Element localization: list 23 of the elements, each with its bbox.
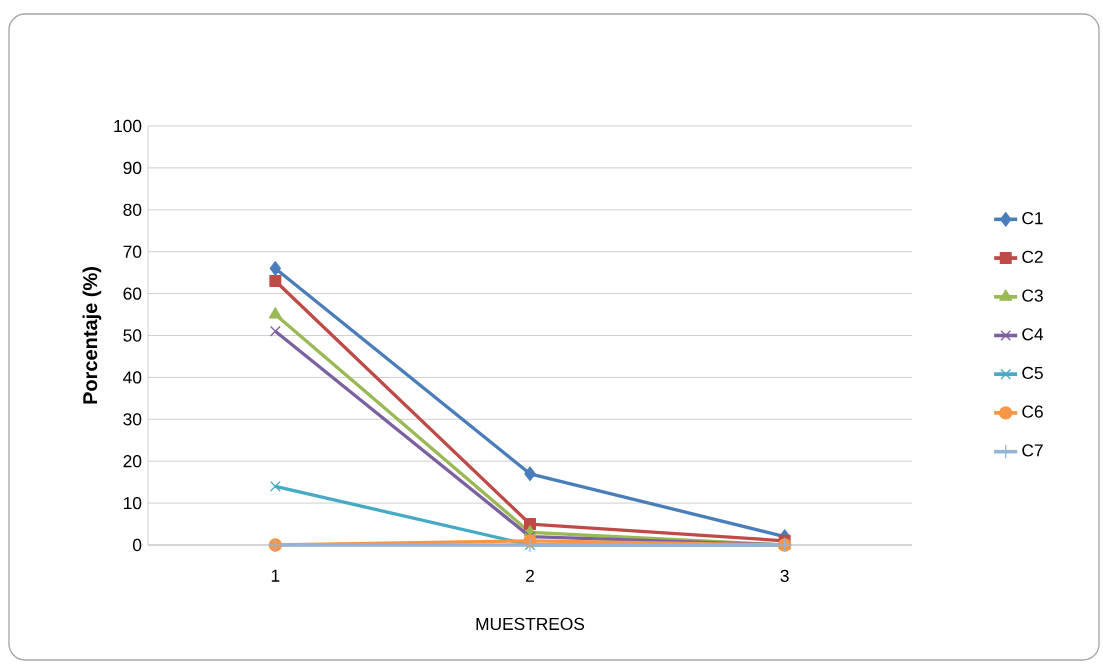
y-tick-label: 0 [132,538,142,552]
y-tick-label: 20 [123,455,142,468]
y-axis-title: Porcentaje (%) [82,267,102,404]
legend-label: C5 [1022,366,1043,380]
x-tick-label: 3 [780,569,789,582]
y-tick-label: 100 [114,119,142,133]
legend-label: C7 [1022,444,1043,457]
y-tick-label: 30 [123,413,142,426]
x-axis-title: MUESTREOS [476,617,585,631]
y-tick-label: 10 [123,496,142,510]
legend-label: C3 [1022,289,1043,302]
legend-label: C2 [1022,250,1043,264]
x-tick-label: 1 [271,569,280,582]
y-tick-label: 40 [123,371,142,384]
y-tick-label: 90 [123,161,142,175]
y-tick-label: 50 [123,329,142,342]
y-tick-label: 70 [123,245,142,258]
y-tick-label: 80 [123,203,142,216]
legend-label: C4 [1022,328,1044,341]
legend-label: C1 [1022,212,1043,225]
y-tick-label: 60 [123,287,142,300]
legend-label: C6 [1022,405,1043,418]
x-tick-label: 2 [526,569,534,582]
